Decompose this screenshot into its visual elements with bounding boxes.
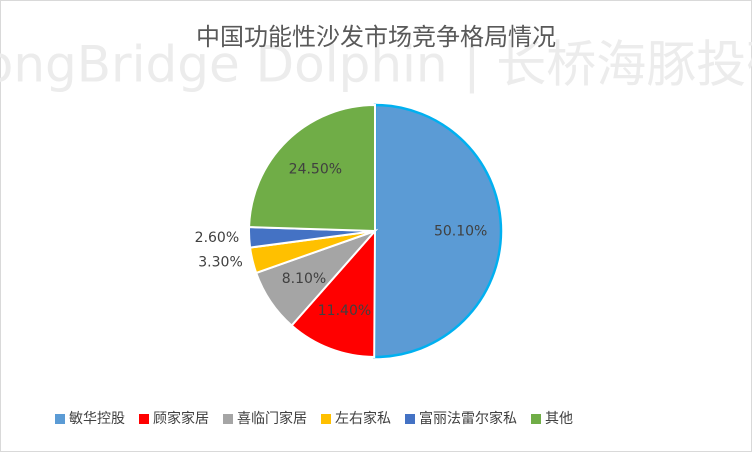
legend-marker — [223, 414, 233, 424]
data-label: 2.60% — [195, 230, 239, 246]
legend-label: 敏华控股 — [69, 411, 125, 427]
pie-slice — [248, 103, 376, 233]
data-label: 24.50% — [289, 161, 342, 177]
legend-label: 喜临门家居 — [237, 410, 307, 427]
pie-slice — [372, 103, 503, 359]
pie-slice — [290, 228, 377, 359]
data-label: 8.10% — [282, 271, 326, 287]
legend-marker — [531, 414, 541, 424]
legend-label: 其他 — [545, 411, 573, 427]
data-label: 11.40% — [318, 303, 371, 319]
legend-marker — [321, 414, 331, 424]
watermark: LongBridge Dolphin | 长桥海豚投研 — [0, 36, 752, 94]
legend-label: 左右家私 — [335, 410, 391, 427]
data-label: 3.30% — [198, 255, 242, 271]
data-label: 50.10% — [434, 223, 487, 239]
legend-marker — [139, 414, 149, 424]
chart-title: 中国功能性沙发市场竞争格局情况 — [196, 23, 556, 51]
legend-label: 富丽法雷尔家私 — [419, 410, 517, 427]
legend-marker — [55, 414, 65, 424]
legend-label: 顾家家居 — [153, 410, 209, 427]
legend-marker — [405, 414, 415, 424]
